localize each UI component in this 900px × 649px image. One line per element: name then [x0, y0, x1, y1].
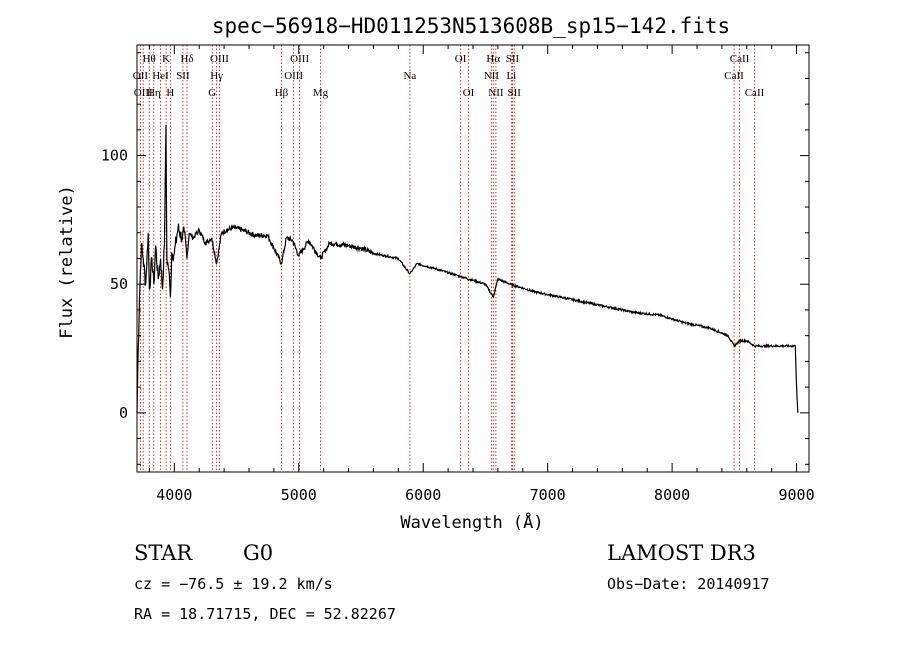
line-label-6: Hα — [486, 53, 500, 65]
line-label-22: Hβ — [275, 87, 289, 99]
plot-frame — [136, 44, 810, 473]
x-tick-label-5: 9000 — [778, 486, 814, 504]
line-label-18: OIII — [134, 87, 153, 99]
spectral-line-markers — [139, 45, 755, 472]
line-label-12: Hγ — [210, 70, 223, 82]
spectral-line-labels: Hθ K Hδ OIII OIII OI Hα SII CaII OII HeI SII Hγ OIII N… — [133, 53, 765, 99]
line-label-10: HeI — [152, 70, 169, 82]
y-axis-label: Flux (relative) — [57, 185, 77, 339]
line-label-1: K — [162, 53, 170, 65]
object-class-label: STAR — [134, 541, 193, 565]
line-label-8: CaII — [730, 53, 750, 65]
chart-title: spec−56918−HD011253N513608B_sp15−142.fit… — [212, 14, 730, 38]
line-label-14: Na — [403, 70, 416, 82]
line-label-2: Hδ — [180, 53, 193, 65]
line-label-4: OIII — [290, 53, 309, 65]
line-label-21: G — [208, 87, 216, 99]
y-tick-label-2: 100 — [101, 147, 128, 165]
line-label-3: OIII — [210, 53, 229, 65]
coordinates-label: RA = 18.71715, DEC = 52.82267 — [134, 605, 396, 623]
line-label-9: OII — [133, 70, 149, 82]
x-tick-label-4: 8000 — [654, 486, 690, 504]
line-label-11: SII — [176, 70, 190, 82]
line-label-23: Mg — [313, 87, 329, 99]
line-label-27: CaII — [745, 87, 765, 99]
line-label-24: OI — [463, 87, 475, 99]
subclass-label: G0 — [243, 541, 273, 565]
redshift-label: cz = −76.5 ± 19.2 km/s — [134, 575, 333, 593]
line-label-25: NII — [488, 87, 504, 99]
line-label-17: CaII — [724, 70, 744, 82]
x-axis-label: Wavelength (Å) — [400, 511, 543, 533]
obs-date-label: Obs−Date: 20140917 — [607, 575, 770, 593]
line-label-13: OIII — [284, 70, 303, 82]
x-tick-label-3: 7000 — [530, 486, 566, 504]
y-tick-label-1: 50 — [110, 275, 128, 293]
y-axis-ticks: 0 50 100 — [101, 52, 809, 465]
x-tick-label-2: 6000 — [405, 486, 441, 504]
line-label-16: Li — [506, 70, 516, 82]
line-label-26: SII — [507, 87, 521, 99]
x-axis-ticks: 4000 5000 6000 7000 8000 9000 — [148, 45, 815, 504]
x-tick-label-1: 5000 — [281, 486, 317, 504]
line-label-20: H — [166, 87, 174, 99]
line-label-5: OI — [455, 53, 467, 65]
line-label-19: Hη — [147, 87, 161, 99]
spectrum-series-line — [136, 124, 799, 413]
y-tick-label-0: 0 — [119, 404, 128, 422]
x-tick-label-0: 4000 — [156, 486, 192, 504]
line-label-7: SII — [506, 53, 520, 65]
survey-label: LAMOST DR3 — [607, 541, 756, 565]
line-label-15: NII — [484, 70, 500, 82]
line-label-0: Hθ — [143, 53, 156, 65]
